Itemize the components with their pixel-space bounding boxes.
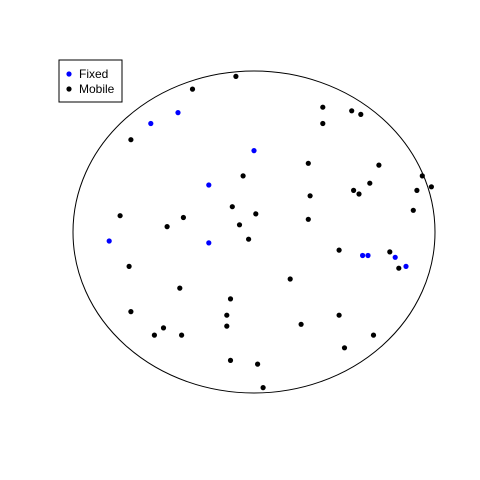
legend-marker-mobile bbox=[66, 86, 72, 92]
point-mobile-44 bbox=[255, 361, 261, 367]
point-mobile-18 bbox=[410, 207, 416, 213]
point-fixed-5 bbox=[206, 240, 212, 246]
point-mobile-43 bbox=[227, 357, 234, 363]
point-fixed-9 bbox=[403, 263, 409, 269]
point-mobile-23 bbox=[164, 224, 170, 230]
point-mobile-10 bbox=[367, 180, 373, 186]
boundary-ellipse bbox=[72, 70, 436, 394]
point-mobile-35 bbox=[224, 312, 230, 318]
point-mobile-36 bbox=[298, 321, 304, 327]
point-mobile-25 bbox=[246, 236, 252, 242]
legend-label-fixed: Fixed bbox=[79, 67, 108, 81]
point-mobile-26 bbox=[336, 247, 342, 253]
point-mobile-28 bbox=[126, 263, 132, 269]
point-mobile-4 bbox=[358, 111, 364, 117]
point-mobile-15 bbox=[356, 191, 362, 197]
point-mobile-39 bbox=[151, 332, 157, 338]
point-mobile-45 bbox=[260, 385, 266, 391]
point-mobile-22 bbox=[305, 216, 311, 222]
point-mobile-33 bbox=[128, 309, 134, 315]
point-mobile-3 bbox=[349, 108, 355, 114]
point-mobile-11 bbox=[419, 173, 425, 179]
point-mobile-7 bbox=[305, 160, 311, 166]
point-fixed-6 bbox=[360, 252, 366, 259]
data-points bbox=[106, 73, 434, 391]
point-mobile-42 bbox=[341, 345, 348, 351]
point-fixed-0 bbox=[148, 120, 154, 127]
point-mobile-16 bbox=[307, 193, 313, 199]
point-mobile-14 bbox=[351, 187, 357, 193]
point-mobile-0 bbox=[189, 86, 196, 92]
point-mobile-29 bbox=[396, 265, 402, 271]
legend-label-mobile: Mobile bbox=[79, 82, 115, 96]
point-mobile-38 bbox=[160, 325, 167, 331]
point-fixed-7 bbox=[365, 252, 371, 259]
point-fixed-2 bbox=[251, 148, 257, 154]
point-fixed-1 bbox=[175, 110, 181, 116]
point-mobile-24 bbox=[236, 222, 243, 228]
point-mobile-30 bbox=[287, 276, 293, 282]
legend-box bbox=[58, 59, 123, 103]
legend: Fixed Mobile bbox=[58, 59, 123, 103]
point-mobile-40 bbox=[179, 332, 185, 338]
point-mobile-21 bbox=[253, 211, 259, 217]
point-mobile-20 bbox=[180, 214, 186, 221]
point-mobile-6 bbox=[128, 137, 134, 143]
point-mobile-1 bbox=[233, 73, 239, 79]
point-mobile-12 bbox=[428, 184, 434, 190]
point-mobile-31 bbox=[177, 285, 183, 291]
point-mobile-32 bbox=[227, 296, 234, 302]
point-mobile-27 bbox=[387, 249, 393, 255]
point-mobile-8 bbox=[376, 162, 382, 168]
point-mobile-37 bbox=[224, 323, 230, 329]
legend-marker-fixed bbox=[66, 71, 72, 77]
point-fixed-3 bbox=[206, 182, 212, 188]
point-mobile-2 bbox=[320, 104, 326, 110]
point-mobile-34 bbox=[336, 312, 342, 318]
point-mobile-41 bbox=[370, 332, 377, 338]
point-mobile-5 bbox=[320, 120, 326, 127]
point-mobile-19 bbox=[117, 213, 123, 219]
point-mobile-9 bbox=[240, 173, 246, 179]
point-fixed-8 bbox=[392, 254, 398, 260]
point-mobile-13 bbox=[414, 187, 420, 193]
point-fixed-4 bbox=[106, 238, 112, 244]
point-mobile-17 bbox=[229, 204, 235, 210]
